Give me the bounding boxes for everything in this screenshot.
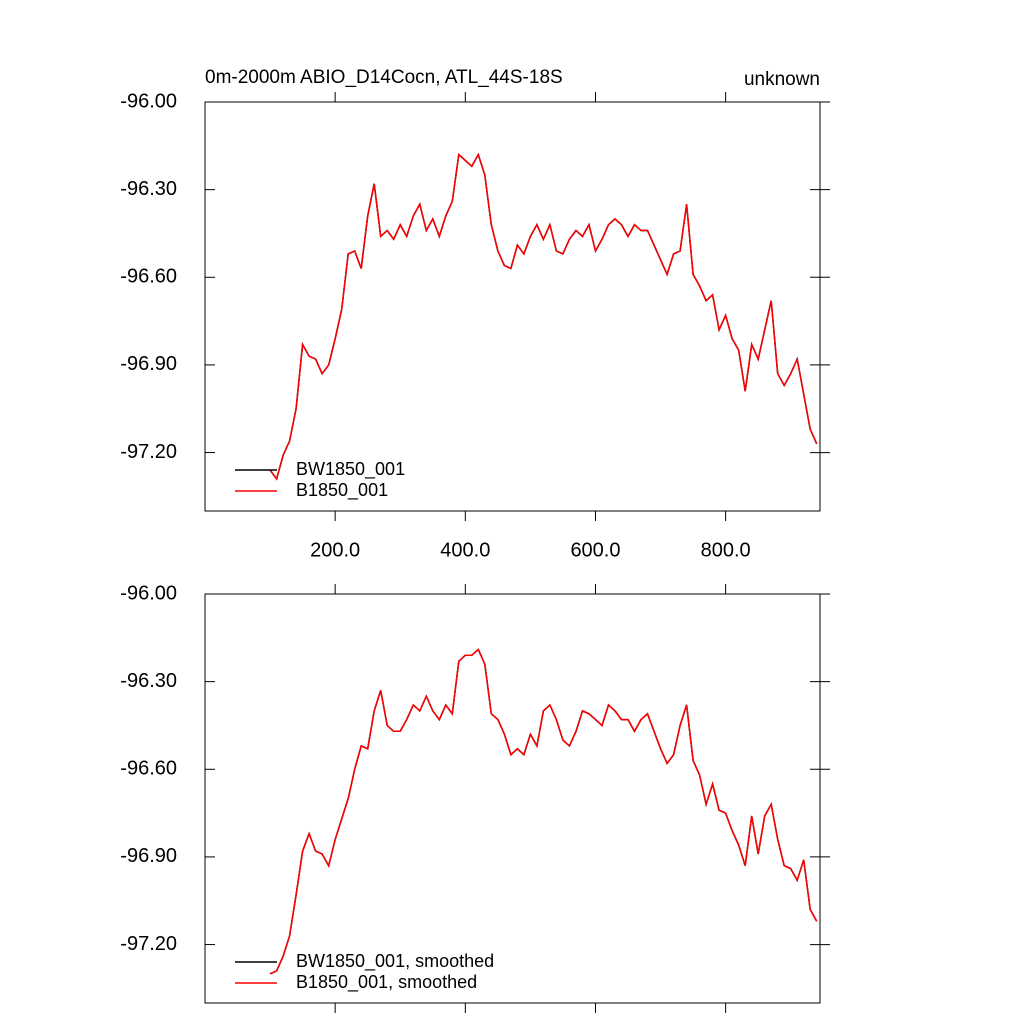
chart-subtitle: unknown [744,69,820,90]
y-tick-label: -97.20 [120,933,177,955]
y-tick-label: -96.90 [120,353,177,375]
legend-label: BW1850_001, smoothed [296,951,494,972]
y-tick-label: -96.00 [120,90,177,112]
y-tick-label: -96.60 [120,758,177,780]
plot-frame [204,593,821,1004]
y-tick-label: -96.90 [120,845,177,867]
legend-label: B1850_001, smoothed [296,972,477,993]
data-line [269,152,818,481]
data-line [269,648,818,975]
data-line [269,152,818,481]
plot-frame [204,101,821,512]
y-tick-label: -96.30 [120,178,177,200]
x-tick-label: 200.0 [310,539,360,561]
data-line [269,648,818,975]
y-tick-label: -96.00 [120,582,177,604]
y-tick-label: -96.30 [120,670,177,692]
y-tick-label: -97.20 [120,441,177,463]
y-tick-label: -96.60 [120,266,177,288]
x-tick-label: 600.0 [570,539,620,561]
legend-label: B1850_001 [296,480,388,501]
x-tick-label: 400.0 [440,539,490,561]
legend-label: BW1850_001 [296,459,405,480]
x-tick-label: 800.0 [701,539,751,561]
chart-title: 0m-2000m ABIO_D14Cocn, ATL_44S-18S [205,67,563,88]
